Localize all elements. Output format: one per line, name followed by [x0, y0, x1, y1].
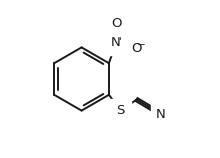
Text: +: +	[116, 32, 124, 42]
Text: N: N	[156, 108, 166, 121]
Text: O: O	[111, 17, 121, 30]
Text: −: −	[137, 40, 145, 50]
Text: N: N	[111, 36, 121, 49]
Text: O: O	[131, 43, 142, 55]
Text: S: S	[117, 104, 125, 117]
